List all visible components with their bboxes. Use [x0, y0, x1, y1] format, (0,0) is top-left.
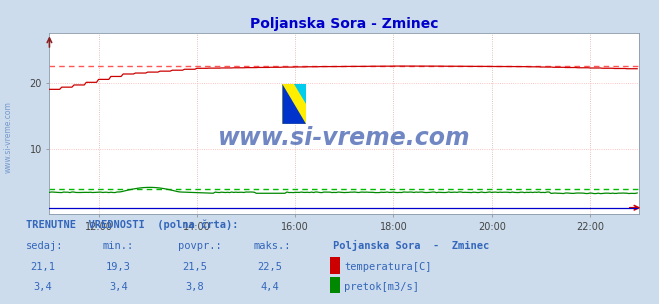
Text: 3,8: 3,8: [185, 282, 204, 292]
Text: 22,5: 22,5: [258, 262, 283, 272]
Text: povpr.:: povpr.:: [178, 241, 221, 251]
Text: sedaj:: sedaj:: [26, 241, 64, 251]
Text: TRENUTNE  VREDNOSTI  (polna črta):: TRENUTNE VREDNOSTI (polna črta):: [26, 219, 239, 230]
Text: 19,3: 19,3: [106, 262, 131, 272]
Text: Poljanska Sora  -  Zminec: Poljanska Sora - Zminec: [333, 240, 489, 251]
Text: maks.:: maks.:: [254, 241, 291, 251]
Text: www.si-vreme.com: www.si-vreme.com: [3, 101, 13, 173]
Text: 21,1: 21,1: [30, 262, 55, 272]
Text: 3,4: 3,4: [34, 282, 52, 292]
Text: pretok[m3/s]: pretok[m3/s]: [344, 282, 419, 292]
Text: temperatura[C]: temperatura[C]: [344, 262, 432, 272]
Text: 3,4: 3,4: [109, 282, 128, 292]
Title: Poljanska Sora - Zminec: Poljanska Sora - Zminec: [250, 17, 439, 31]
Text: www.si-vreme.com: www.si-vreme.com: [218, 126, 471, 150]
Text: min.:: min.:: [102, 241, 133, 251]
Text: 4,4: 4,4: [261, 282, 279, 292]
Text: 21,5: 21,5: [182, 262, 207, 272]
